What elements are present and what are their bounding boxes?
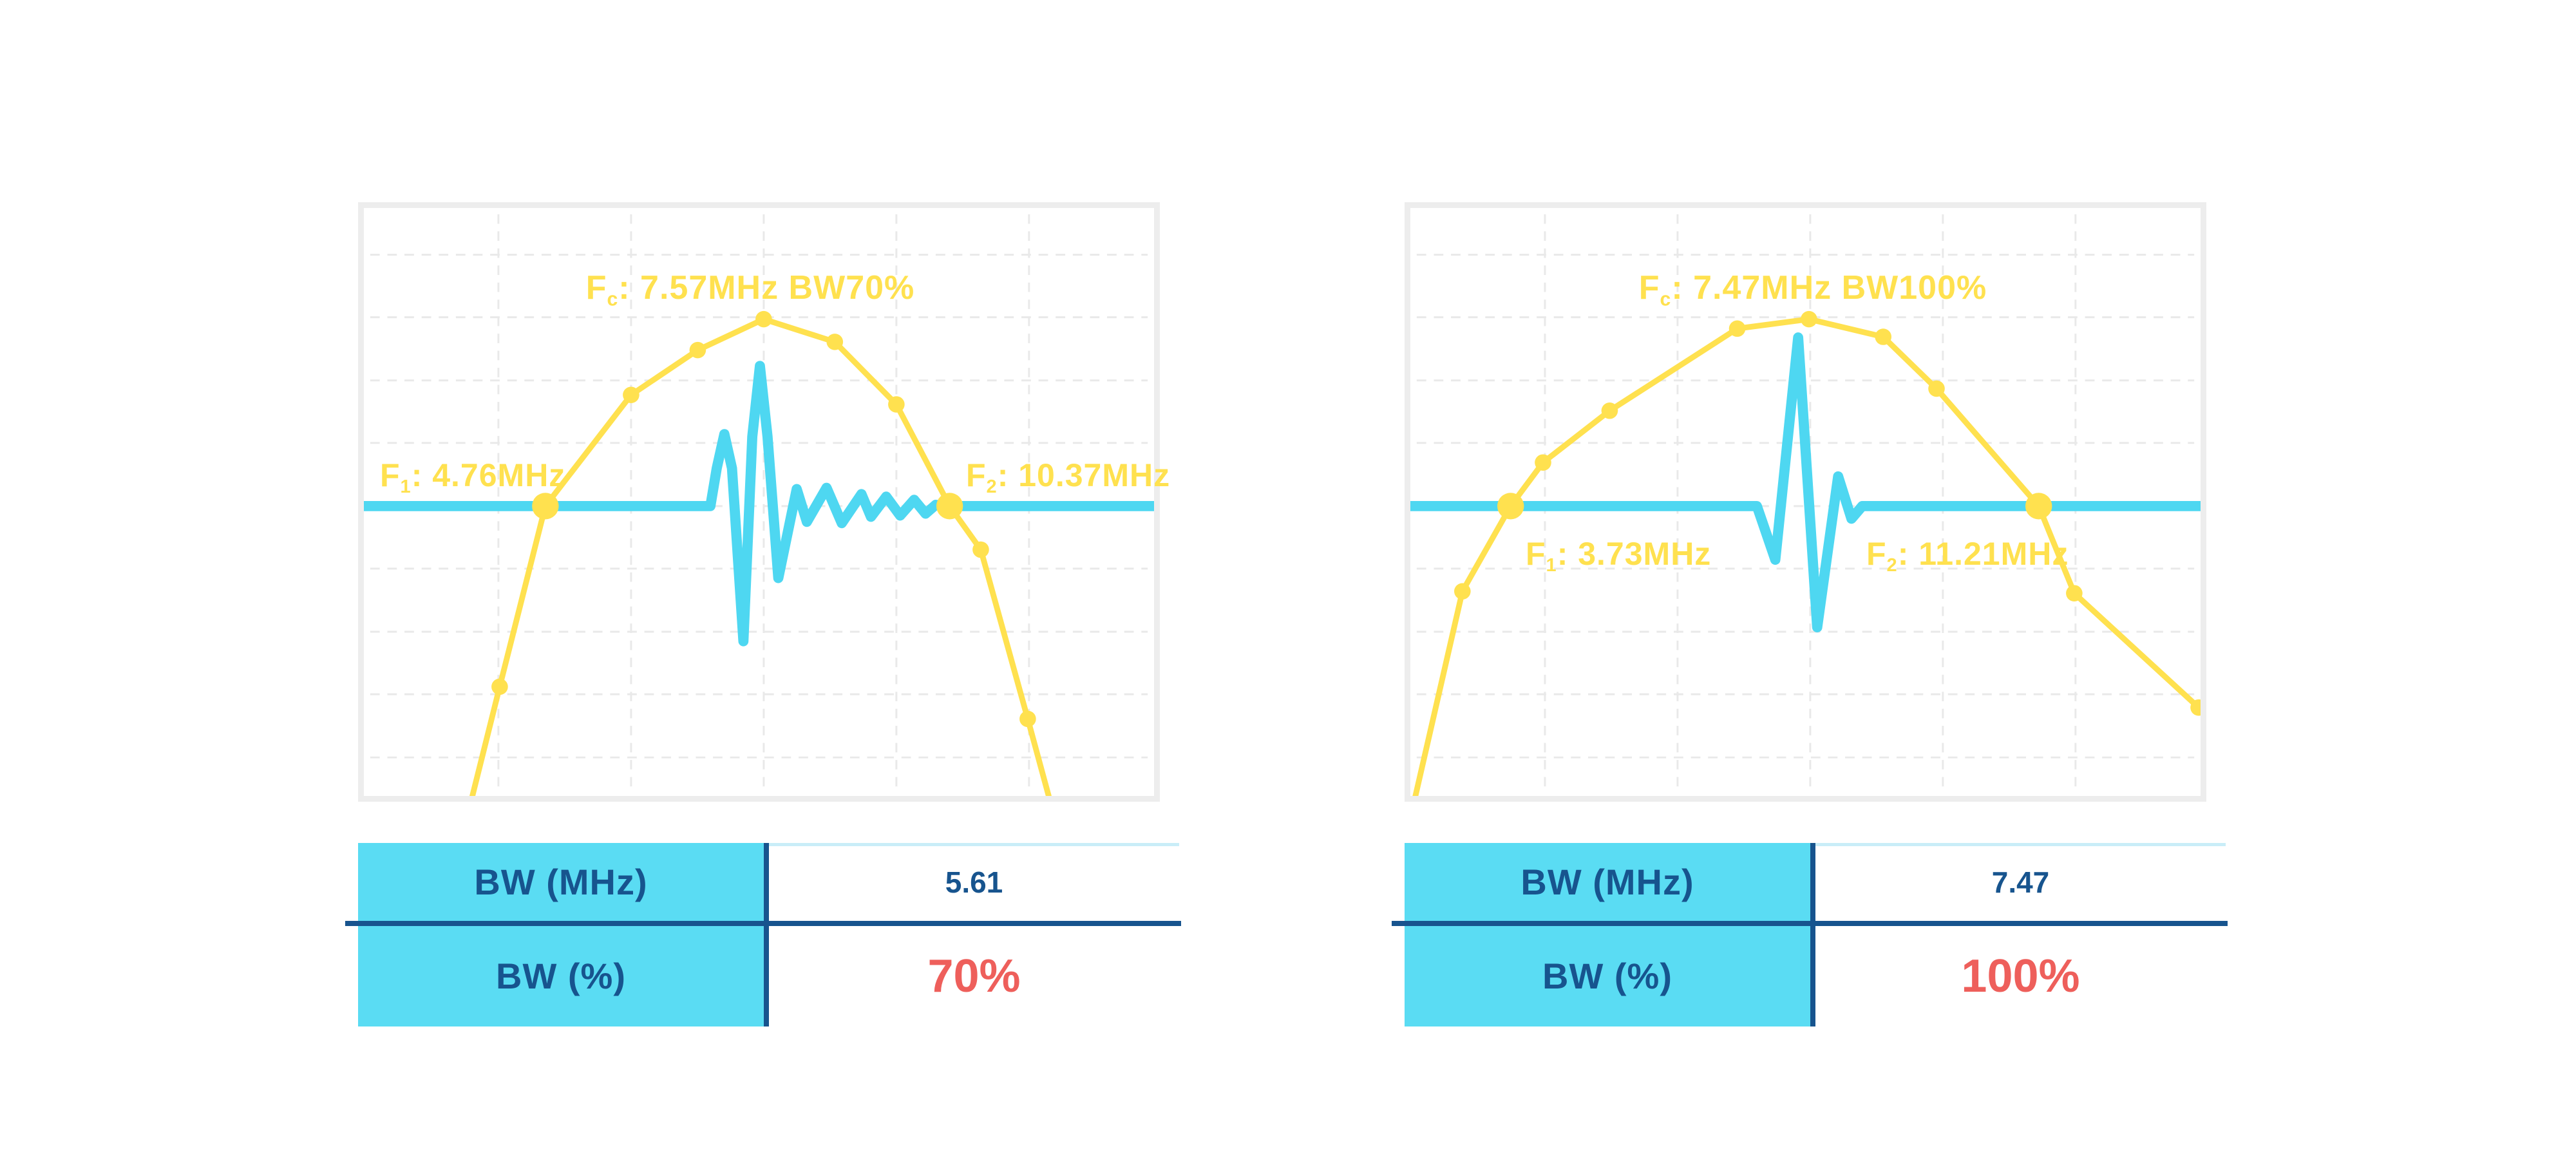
fc-annotation: Fc: 7.47MHz BW100% (1639, 271, 1987, 310)
spectrum-chart-70pct: Fc: 7.57MHz BW70% F1: 4.76MHz F2: 10.37M… (358, 202, 1170, 802)
bw-mhz-value: 7.47 (1991, 865, 2050, 899)
f2-subscript: 2 (986, 477, 998, 498)
bw-mhz-value: 5.61 (945, 865, 1003, 899)
f1-value-text: : 3.73MHz (1557, 536, 1712, 572)
bw-table-100pct: BW (MHz) 7.47 BW (%) 100% (1392, 843, 2228, 1026)
bw-mhz-label: BW (MHz) (474, 861, 648, 902)
table-row-divider (345, 921, 1181, 926)
spectrum-plot-70pct (364, 214, 1154, 796)
f2-subscript: 2 (1886, 555, 1898, 576)
spectrum-plot-100pct (1410, 214, 2201, 796)
f2-value-text: : 10.37MHz (997, 457, 1171, 493)
f2-annotation: F2: 11.21MHz (1866, 538, 2069, 575)
bw-mhz-label: BW (MHz) (1520, 861, 1694, 902)
table-header-column (358, 843, 764, 1026)
fc-value-text: : 7.47MHz BW100% (1671, 269, 1987, 307)
bw-percent-label: BW (%) (1542, 956, 1672, 996)
f2-value-text: : 11.21MHz (1897, 536, 2069, 572)
table-top-border (1810, 843, 2226, 846)
fc-value-text: : 7.57MHz BW70% (618, 269, 915, 307)
table-row-divider (1392, 921, 2228, 926)
fc-annotation: Fc: 7.57MHz BW70% (586, 271, 915, 310)
bw-percent-value: 70% (927, 951, 1021, 1002)
bw-percent-label: BW (%) (496, 956, 626, 996)
f2-annotation: F2: 10.37MHz (966, 459, 1170, 497)
fc-symbol: F (1638, 269, 1660, 307)
spectrum-chart-100pct: Fc: 7.47MHz BW100% F1: 3.73MHz F2: 11.21… (1405, 202, 2206, 802)
fc-symbol: F (585, 269, 607, 307)
table-header-column (1405, 843, 1810, 1026)
table-column-divider (764, 843, 769, 1026)
f1-symbol: F (380, 457, 401, 493)
bw-table-70pct: BW (MHz) 5.61 BW (%) 70% (345, 843, 1181, 1026)
f1-annotation: F1: 4.76MHz (380, 459, 565, 497)
f2-symbol: F (1866, 536, 1887, 572)
fc-subscript: c (1660, 288, 1672, 310)
table-top-border (764, 843, 1179, 846)
f1-subscript: 1 (1546, 555, 1557, 576)
f1-subscript: 1 (400, 477, 412, 498)
f2-symbol: F (966, 457, 987, 493)
f1-annotation: F1: 3.73MHz (1526, 538, 1711, 575)
f1-value-text: : 4.76MHz (411, 457, 566, 493)
f1-symbol: F (1526, 536, 1546, 572)
bw-percent-value: 100% (1961, 951, 2080, 1002)
fc-subscript: c (607, 288, 619, 310)
table-column-divider (1810, 843, 1815, 1026)
